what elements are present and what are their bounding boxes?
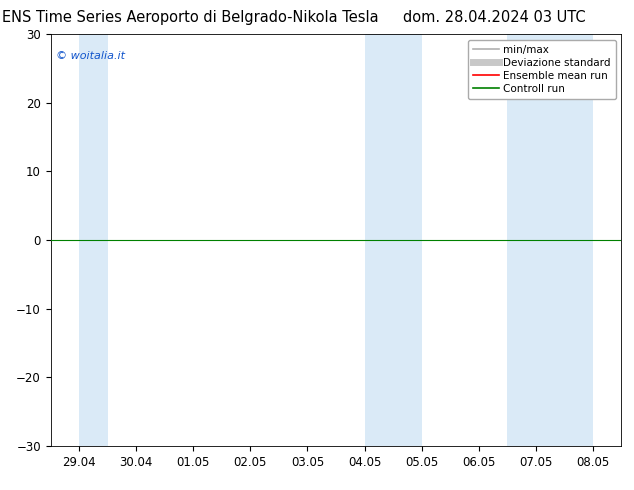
Bar [536, 34, 593, 446]
Bar [365, 34, 393, 446]
Text: dom. 28.04.2024 03 UTC: dom. 28.04.2024 03 UTC [403, 10, 586, 24]
Text: © woitalia.it: © woitalia.it [56, 51, 126, 61]
Legend: min/max, Deviazione standard, Ensemble mean run, Controll run: min/max, Deviazione standard, Ensemble m… [468, 40, 616, 99]
Bar [507, 34, 536, 446]
Text: ENS Time Series Aeroporto di Belgrado-Nikola Tesla: ENS Time Series Aeroporto di Belgrado-Ni… [2, 10, 378, 24]
Bar [393, 34, 422, 446]
Bar [79, 34, 108, 446]
